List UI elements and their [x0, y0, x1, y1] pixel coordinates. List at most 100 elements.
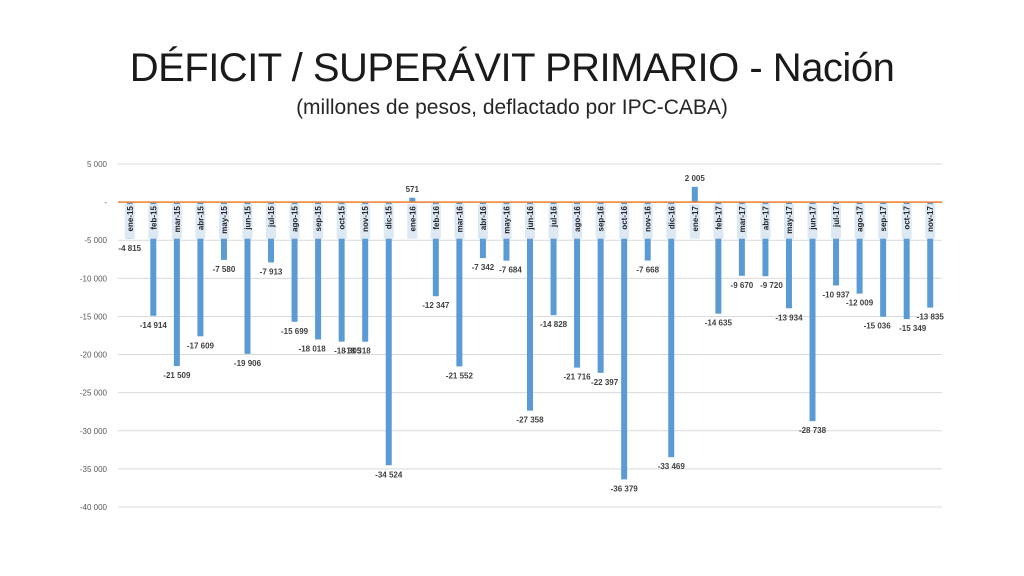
x-tick-label: feb-17 [714, 206, 723, 230]
x-label-box [548, 204, 559, 239]
bar [456, 202, 463, 367]
y-tick-label: -35 000 [80, 465, 108, 474]
data-label: -7 580 [213, 265, 236, 274]
bar [385, 202, 392, 466]
data-label: -21 552 [446, 371, 474, 380]
chart-title: DÉFICIT / SUPERÁVIT PRIMARIO - Nación [129, 46, 895, 90]
x-label-box [619, 204, 630, 239]
data-label: -9 670 [731, 281, 754, 290]
x-tick-label: dic-15 [385, 206, 394, 230]
bar [362, 202, 369, 342]
x-label-box [713, 204, 724, 239]
data-label: -18 318 [344, 347, 372, 356]
chart-subtitle: (millones de pesos, deflactado por IPC-C… [296, 96, 728, 119]
x-label-box [925, 204, 936, 239]
x-tick-label: nov-16 [644, 206, 653, 232]
bar [597, 202, 604, 373]
data-label: -14 914 [140, 321, 168, 330]
x-tick-label: mar-16 [455, 206, 464, 233]
x-tick-label: nov-17 [926, 206, 935, 232]
y-tick-label: - [104, 198, 107, 207]
data-label: -21 509 [163, 371, 191, 380]
x-tick-label: ene-17 [691, 206, 700, 232]
x-tick-label: nov-15 [361, 206, 370, 232]
data-label: -7 913 [260, 267, 283, 276]
x-tick-label: ene-16 [408, 206, 417, 232]
y-tick-label: -20 000 [80, 351, 108, 360]
data-label: -9 720 [760, 281, 783, 290]
y-tick-label: -30 000 [80, 427, 108, 436]
data-label: -33 469 [658, 462, 686, 471]
x-tick-label: abr-16 [479, 206, 488, 231]
x-tick-label: oct-15 [338, 206, 347, 230]
x-tick-label: feb-15 [149, 206, 158, 230]
x-label-box [760, 204, 771, 239]
bar [691, 186, 698, 203]
x-tick-label: jun-17 [809, 206, 818, 231]
data-label: -14 635 [705, 319, 733, 328]
x-label-box [195, 204, 206, 239]
x-tick-label: abr-15 [196, 206, 205, 231]
x-tick-label: dic-16 [667, 206, 676, 230]
data-label: 571 [406, 185, 420, 194]
x-label-box [171, 204, 182, 239]
data-label: -27 358 [516, 416, 544, 425]
x-label-box [901, 204, 912, 239]
x-tick-label: may-15 [220, 206, 229, 234]
x-tick-label: oct-17 [903, 206, 912, 230]
bar [809, 202, 816, 422]
y-tick-label: -40 000 [80, 503, 108, 512]
data-labels: -4 815 -14 914 -21 509 -17 609 -7 580 -19 906… [118, 174, 944, 494]
data-label: -13 835 [917, 313, 945, 322]
bar [715, 202, 722, 314]
x-tick-label: sep-15 [314, 206, 323, 232]
x-tick-label: jun-16 [526, 206, 535, 231]
x-label-box [595, 204, 606, 239]
x-label-box [383, 204, 394, 239]
data-label: -12 347 [422, 301, 450, 310]
x-label-box [477, 204, 488, 239]
bar [785, 202, 792, 309]
x-tick-label: may-16 [502, 206, 511, 234]
x-label-box [878, 204, 889, 239]
x-label-box [313, 204, 324, 239]
bar [903, 202, 910, 320]
x-label-box [218, 204, 229, 239]
bar [856, 202, 863, 294]
data-label: -13 934 [775, 313, 803, 322]
x-tick-label: sep-17 [879, 206, 888, 232]
x-tick-label: jul-15 [267, 206, 276, 228]
x-tick-label: jun-15 [243, 206, 252, 231]
x-tick-label: ene-15 [126, 206, 135, 232]
x-tick-label: feb-16 [432, 206, 441, 230]
x-label-box [525, 204, 535, 239]
x-tick-label: mar-17 [738, 206, 747, 233]
x-label-box [736, 204, 747, 239]
x-label-box [360, 204, 371, 239]
x-label-box [572, 204, 583, 239]
data-label: -17 609 [187, 341, 215, 350]
data-label: -28 738 [799, 426, 827, 435]
bar [762, 202, 769, 277]
x-tick-label: jul-17 [832, 206, 841, 228]
x-axis-labels: ene-15 feb-15 mar-15 abr-15 may-15 jun-15 jul-… [124, 204, 936, 239]
data-label: -14 828 [540, 320, 568, 329]
bar [197, 202, 204, 337]
data-label: -18 305 [334, 347, 362, 356]
x-tick-label: may-17 [785, 206, 794, 234]
x-label-box [242, 204, 253, 239]
x-tick-label: ago-16 [573, 206, 582, 232]
y-axis-ticks: 5 000 - -5 000 -10 000 -15 000 -20 000 -25 000… [80, 160, 108, 512]
x-label-box [689, 204, 700, 239]
x-label-box [666, 204, 677, 239]
data-label: -15 349 [899, 324, 927, 333]
x-label-box [642, 204, 653, 239]
bar [738, 202, 745, 276]
x-label-box [831, 204, 842, 239]
data-label: -19 906 [234, 359, 262, 368]
x-label-box [430, 204, 441, 239]
data-label: -22 397 [591, 378, 619, 387]
x-label-box [336, 204, 347, 239]
bar [432, 202, 439, 297]
